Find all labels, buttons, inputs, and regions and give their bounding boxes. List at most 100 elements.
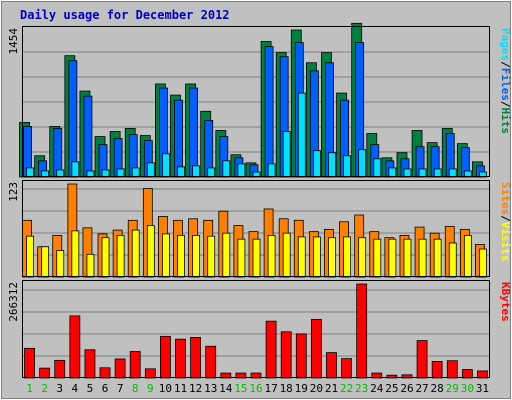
legend-entry: KBytes [499, 282, 512, 322]
bar-hits-pages-4 [71, 161, 80, 178]
day-label-4: 4 [72, 382, 79, 395]
panel-kbytes-background [22, 280, 490, 378]
day-label-20: 20 [310, 382, 323, 395]
bar-kbytes-kbytes-19 [295, 333, 307, 379]
bar-visits-sites-7 [116, 235, 125, 278]
day-label-29: 29 [446, 382, 459, 395]
day-label-22: 22 [340, 382, 353, 395]
bar-kbytes-kbytes-4 [69, 315, 81, 379]
day-label-9: 9 [147, 382, 154, 395]
bar-hits-pages-6 [101, 169, 110, 178]
day-label-1: 1 [26, 382, 33, 395]
bar-visits-sites-12 [192, 235, 201, 278]
bar-hits-files-4 [68, 60, 78, 178]
legend-entry: Visits [499, 222, 512, 262]
bar-hits-pages-21 [328, 152, 336, 178]
bar-kbytes-kbytes-8 [129, 351, 141, 379]
bar-hits-pages-27 [418, 168, 427, 178]
bar-visits-sites-2 [41, 246, 50, 278]
panel-kbytes-ymax-label: 266312 [7, 282, 20, 322]
bar-visits-sites-11 [177, 235, 185, 278]
bar-visits-sites-24 [373, 238, 382, 278]
bar-hits-pages-28 [433, 168, 442, 178]
bar-hits-files-17 [264, 46, 274, 178]
day-label-26: 26 [400, 382, 413, 395]
day-label-23: 23 [355, 382, 368, 395]
bar-visits-sites-23 [358, 237, 367, 278]
bar-visits-sites-30 [463, 235, 472, 278]
legend-entry: Pages [499, 28, 512, 61]
bar-hits-pages-18 [282, 131, 291, 178]
bar-visits-sites-26 [403, 238, 412, 278]
bar-kbytes-kbytes-7 [114, 358, 126, 379]
bar-kbytes-kbytes-28 [431, 361, 443, 379]
bar-hits-pages-9 [146, 162, 155, 178]
bar-visits-sites-29 [448, 242, 457, 278]
bar-visits-sites-10 [162, 233, 170, 278]
bar-kbytes-kbytes-21 [326, 352, 337, 379]
panel-kbytes-border [22, 280, 490, 378]
legend-entry: Hits [499, 108, 512, 135]
bar-hits-pages-3 [56, 169, 65, 178]
bar-hits-pages-11 [177, 166, 185, 178]
panel-visits-border [22, 180, 490, 277]
bar-visits-sites-28 [433, 238, 442, 278]
bar-kbytes-kbytes-29 [446, 360, 458, 379]
bar-hits-pages-25 [388, 167, 397, 178]
bar-kbytes-kbytes-3 [54, 359, 66, 379]
bar-hits-pages-29 [448, 168, 457, 178]
panel-hits-legend: Pages/Files/Hits [499, 28, 512, 134]
bar-visits-sites-3 [56, 250, 65, 278]
bar-kbytes-kbytes-11 [175, 338, 186, 379]
day-label-2: 2 [41, 382, 48, 395]
day-label-6: 6 [102, 382, 109, 395]
day-label-10: 10 [159, 382, 172, 395]
bar-kbytes-kbytes-13 [205, 345, 217, 379]
bar-kbytes-kbytes-6 [99, 367, 111, 379]
bar-hits-pages-14 [222, 160, 231, 178]
day-label-24: 24 [370, 382, 384, 395]
panel-kbytes-legend: KBytes [499, 282, 512, 322]
bar-kbytes-kbytes-2 [39, 367, 51, 379]
bar-visits-sites-13 [207, 235, 216, 278]
bar-visits-sites-18 [282, 232, 291, 278]
day-label-7: 7 [117, 382, 124, 395]
bar-kbytes-kbytes-27 [416, 340, 428, 379]
day-label-25: 25 [385, 382, 398, 395]
bar-kbytes-kbytes-22 [341, 358, 352, 379]
bar-hits-pages-17 [267, 163, 276, 178]
day-label-31: 31 [476, 382, 489, 395]
panel-visits-ymax-label: 123 [7, 182, 20, 202]
bar-visits-sites-17 [267, 235, 276, 278]
day-label-28: 28 [431, 382, 444, 395]
bar-visits-sites-1 [26, 235, 34, 278]
bar-visits-sites-21 [328, 237, 336, 278]
bar-hits-files-5 [83, 95, 93, 178]
bar-visits-sites-19 [297, 236, 306, 278]
panel-visits-legend: Sites/Visits [499, 182, 512, 262]
bar-kbytes-kbytes-30 [461, 369, 473, 379]
bar-hits-pages-7 [116, 168, 125, 178]
bar-hits-pages-15 [237, 163, 246, 178]
day-label-5: 5 [87, 382, 94, 395]
bar-visits-sites-5 [86, 253, 95, 278]
bar-visits-sites-4 [71, 230, 80, 278]
day-label-14: 14 [219, 382, 233, 395]
bar-hits-pages-23 [358, 149, 367, 178]
day-label-27: 27 [415, 382, 428, 395]
bar-hits-files-11 [174, 99, 183, 178]
day-label-19: 19 [295, 382, 308, 395]
bar-kbytes-kbytes-5 [84, 349, 96, 379]
day-label-21: 21 [325, 382, 338, 395]
day-label-12: 12 [189, 382, 202, 395]
bar-hits-pages-10 [162, 153, 170, 178]
day-label-11: 11 [174, 382, 187, 395]
bar-hits-files-12 [189, 87, 199, 178]
bar-visits-sites-20 [312, 236, 321, 278]
bar-visits-sites-27 [418, 238, 427, 278]
bar-hits-pages-26 [403, 168, 412, 178]
bar-hits-pages-13 [207, 167, 216, 178]
legend-entry: Sites [499, 182, 512, 215]
